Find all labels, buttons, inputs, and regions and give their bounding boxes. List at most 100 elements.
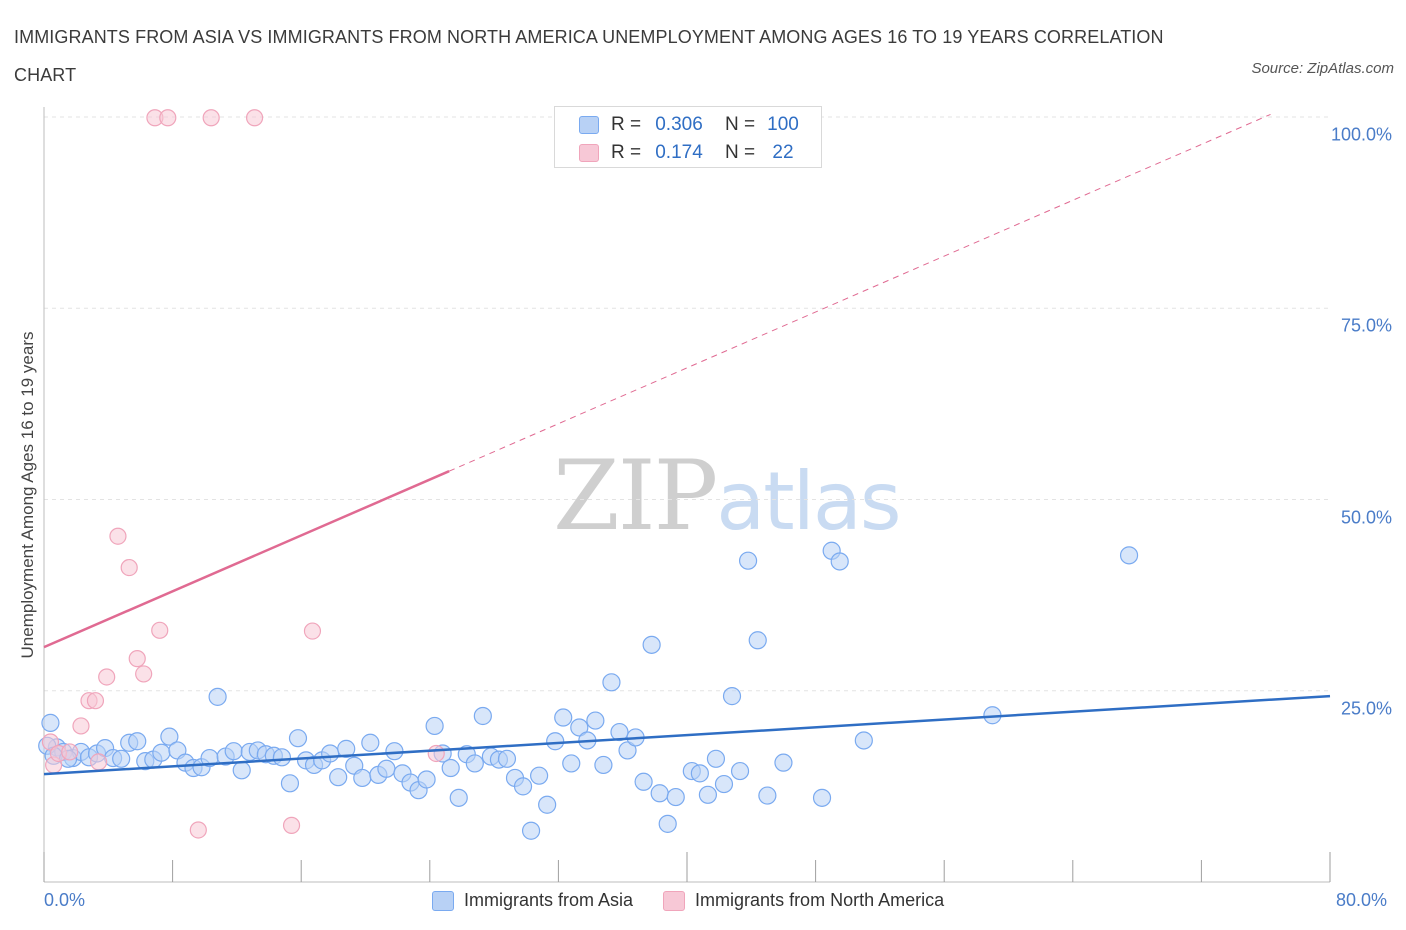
point-north-america — [189, 821, 207, 839]
series-legend-label-north-america: Immigrants from North America — [695, 890, 945, 910]
y-tick-label: 100.0% — [1330, 124, 1392, 145]
chart-title: IMMIGRANTS FROM ASIA VS IMMIGRANTS FROM … — [14, 27, 1164, 85]
point-north-america — [135, 665, 153, 683]
point-north-america — [245, 109, 264, 127]
legend-n-value: 22 — [772, 142, 794, 163]
point-asia — [280, 774, 300, 793]
point-asia — [774, 753, 793, 772]
point-north-america — [427, 744, 445, 763]
point-north-america — [282, 816, 301, 834]
legend-r-value: 0.174 — [655, 142, 703, 163]
point-north-america — [303, 622, 322, 640]
legend-row-asia: R = 0.306 N = 100 — [579, 113, 805, 137]
series-swatch-north-america — [663, 890, 686, 911]
point-asia — [353, 768, 372, 788]
legend-row-north-america: R = 0.174 N = 22 — [579, 141, 805, 165]
point-asia — [521, 821, 541, 840]
y-tick-label: 50.0% — [1340, 507, 1392, 527]
point-asia — [385, 742, 404, 761]
point-asia — [425, 716, 444, 736]
point-asia — [417, 770, 436, 789]
point-asia — [272, 748, 292, 767]
point-north-america — [128, 650, 146, 668]
correlation-legend: R = 0.306 N = 100 R = 0.174 N = 22 — [554, 106, 822, 168]
point-asia — [854, 731, 873, 750]
trendline-asia — [43, 694, 1331, 776]
point-north-america — [120, 558, 138, 577]
point-asia — [690, 764, 709, 783]
point-asia — [377, 759, 396, 778]
series-legend-item-asia: Immigrants from Asia — [432, 890, 633, 911]
point-asia — [465, 754, 484, 773]
point-asia — [554, 708, 573, 727]
series-legend-item-north-america: Immigrants from North America — [663, 890, 944, 911]
point-asia — [546, 732, 565, 751]
point-asia — [758, 786, 777, 805]
point-asia — [41, 713, 60, 732]
trendline-north-america — [43, 470, 450, 649]
point-asia — [441, 758, 460, 778]
point-asia — [658, 814, 677, 833]
point-asia — [730, 761, 750, 781]
legend-n-label: N = — [725, 114, 756, 135]
legend-r-label: R = — [611, 142, 642, 163]
point-asia — [1119, 546, 1139, 565]
legend-swatch-north-america — [579, 144, 599, 162]
x-tick-label-min: 0.0% — [44, 890, 86, 910]
point-asia — [160, 727, 179, 746]
point-asia — [232, 761, 251, 780]
point-asia — [634, 772, 653, 791]
point-asia — [748, 631, 767, 650]
y-tick-label: 75.0% — [1340, 315, 1392, 336]
point-asia — [610, 722, 629, 742]
series-legend-label-asia: Immigrants from Asia — [464, 890, 634, 910]
point-north-america — [90, 753, 108, 771]
point-asia — [698, 785, 717, 804]
legend-r-value: 0.306 — [655, 114, 703, 135]
point-asia — [288, 729, 308, 748]
series-legend: Immigrants from Asia Immigrants from Nor… — [432, 890, 974, 911]
point-north-america — [61, 743, 79, 761]
chart-source: Source: ZipAtlas.com — [1251, 60, 1394, 77]
legend-r-label: R = — [611, 114, 642, 135]
point-north-america — [72, 717, 90, 735]
point-asia — [329, 768, 348, 787]
point-asia — [714, 774, 734, 794]
legend-swatch-asia — [579, 116, 599, 134]
y-tick-label: 25.0% — [1340, 698, 1392, 719]
point-north-america — [86, 692, 105, 710]
point-asia — [562, 754, 581, 773]
point-asia — [208, 687, 227, 706]
point-asia — [224, 742, 243, 761]
point-asia — [497, 749, 517, 768]
x-tick-label-max: 80.0% — [1336, 890, 1388, 910]
point-asia — [513, 777, 533, 796]
point-asia — [602, 673, 621, 692]
point-north-america — [98, 668, 116, 686]
series-swatch-asia — [432, 890, 454, 911]
point-asia — [449, 788, 468, 807]
point-asia — [570, 718, 589, 737]
point-asia — [722, 687, 742, 706]
point-asia — [112, 749, 131, 768]
point-asia — [642, 635, 661, 654]
point-asia — [337, 739, 356, 758]
point-asia — [650, 784, 669, 803]
point-asia — [706, 749, 726, 768]
point-asia — [473, 706, 492, 726]
point-asia — [321, 744, 340, 763]
point-asia — [128, 732, 147, 751]
legend-n-value: 100 — [767, 114, 799, 135]
point-north-america — [109, 527, 127, 545]
point-north-america — [202, 109, 220, 127]
point-asia — [586, 711, 605, 730]
point-asia — [538, 795, 557, 814]
point-north-america — [151, 621, 169, 639]
point-asia — [738, 551, 758, 570]
point-asia — [666, 787, 685, 807]
legend-n-label: N = — [725, 142, 756, 163]
point-asia — [152, 743, 171, 762]
point-asia — [830, 552, 849, 571]
point-asia — [530, 766, 549, 785]
point-north-america — [159, 109, 177, 127]
